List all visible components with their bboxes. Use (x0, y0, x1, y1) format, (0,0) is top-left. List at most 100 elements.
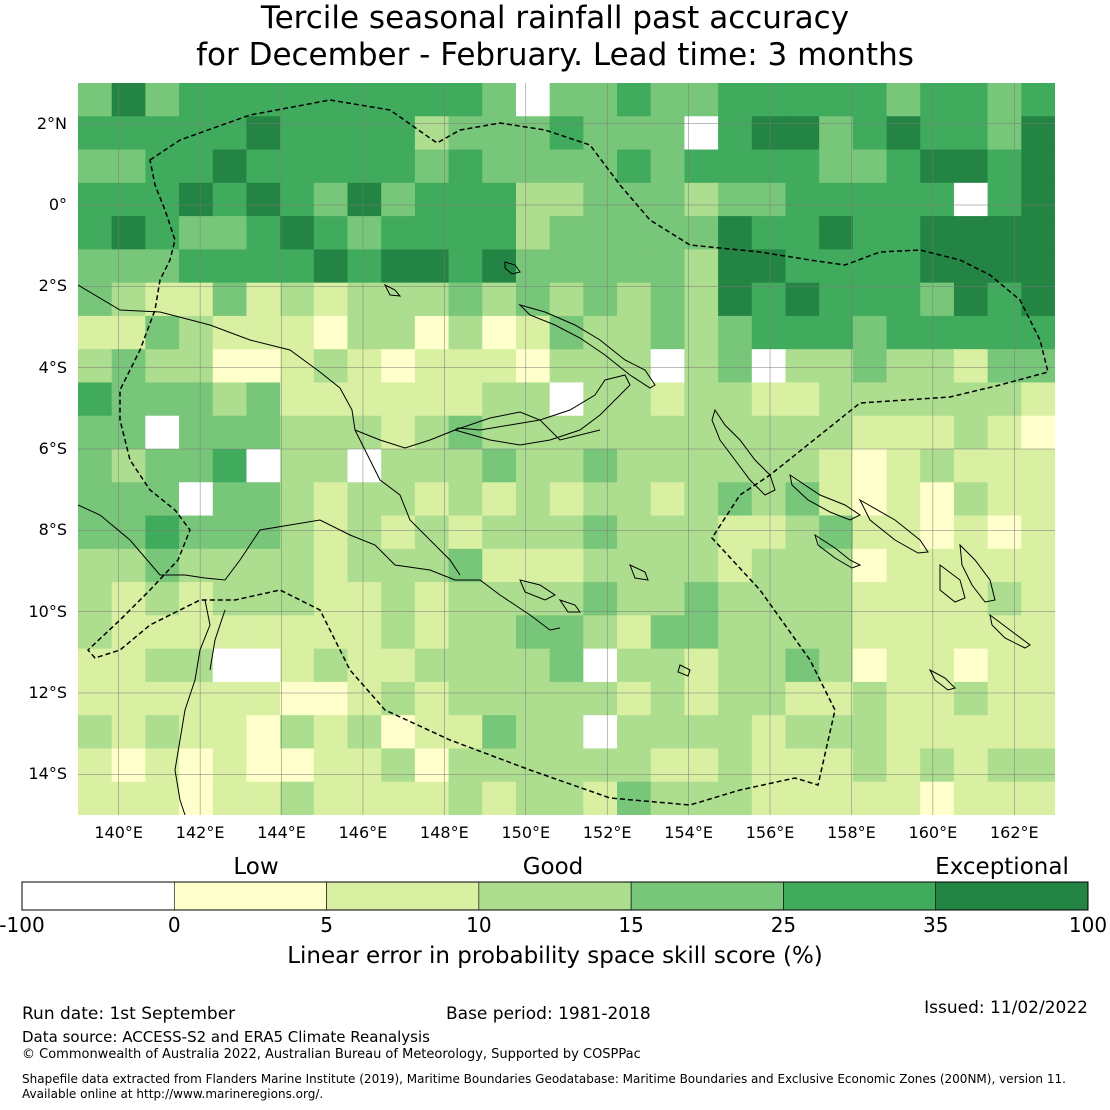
skill-cell (953, 116, 989, 151)
skill-cell (246, 315, 281, 350)
skill-cell (684, 349, 719, 383)
skill-cell (549, 681, 584, 716)
skill-cell (78, 315, 113, 350)
skill-cell (482, 648, 517, 683)
skill-cell (549, 349, 584, 383)
skill-cell (1021, 715, 1055, 749)
skill-cell (987, 681, 1022, 716)
skill-cell (650, 515, 685, 550)
skill-cell (886, 415, 921, 450)
skill-cell (280, 449, 315, 483)
skill-cell (515, 216, 551, 250)
skill-cell (583, 648, 618, 683)
copyright: © Commonwealth of Australia 2022, Austra… (22, 1047, 641, 1062)
skill-cell (819, 715, 854, 749)
skill-cell (953, 282, 989, 317)
skill-cell (179, 349, 214, 383)
skill-cell (246, 748, 281, 783)
skill-cell (246, 382, 281, 417)
skill-cell (650, 748, 685, 783)
skill-cell (886, 315, 921, 350)
skill-cell (347, 382, 382, 417)
skill-cell (482, 681, 517, 716)
skill-cell (583, 382, 618, 417)
skill-cell (650, 615, 685, 650)
skill-cell (751, 515, 786, 550)
skill-cell (515, 315, 551, 350)
skill-cell (617, 449, 652, 483)
skill-cell (852, 382, 888, 417)
skill-cell (751, 149, 786, 184)
skill-cell (819, 515, 854, 550)
skill-cell (212, 83, 247, 117)
skill-cell (414, 482, 450, 517)
skill-cell (886, 715, 921, 749)
skill-cell (482, 315, 517, 350)
skill-cell (179, 249, 214, 284)
skill-cell (1021, 116, 1055, 151)
skill-cell (684, 116, 719, 151)
skill-cell (684, 781, 719, 815)
skill-cell (482, 282, 517, 317)
shapefile-credit-line-2: Available online at http://www.marinereg… (22, 1087, 324, 1101)
skill-cell (987, 415, 1022, 450)
skill-cell (246, 282, 281, 317)
skill-cell (78, 482, 113, 517)
skill-cell (617, 515, 652, 550)
skill-cell (78, 116, 113, 151)
colorbar-label: Linear error in probability space skill … (287, 943, 823, 969)
skill-cell (684, 515, 719, 550)
skill-cell (448, 449, 483, 483)
skill-cell (886, 149, 921, 184)
skill-cell (1021, 515, 1055, 550)
skill-cell (987, 715, 1022, 749)
skill-cell (280, 382, 315, 417)
skill-cell (852, 515, 888, 550)
y-tick-label: 2°N (36, 113, 67, 133)
skill-cell (987, 449, 1022, 483)
skill-cell (953, 315, 989, 350)
skill-cell (246, 116, 281, 151)
skill-cell (751, 83, 786, 117)
skill-cell (1021, 182, 1055, 217)
skill-cell (145, 116, 180, 151)
colorbar-tick-label: 100 (1068, 913, 1108, 937)
skill-cell (920, 149, 955, 184)
skill-cell (650, 582, 685, 616)
skill-cell (617, 116, 652, 151)
skill-cell (819, 116, 854, 151)
skill-cell (145, 582, 180, 616)
skill-cell (785, 548, 820, 583)
skill-cell (583, 83, 618, 117)
colorbar (21, 881, 1089, 911)
skill-cell (886, 282, 921, 317)
skill-cell (515, 249, 551, 284)
skill-cell (482, 216, 517, 250)
skill-cell (212, 648, 247, 683)
skill-cell (583, 249, 618, 284)
skill-cell (684, 715, 719, 749)
skill-cell (482, 149, 517, 184)
skill-cell (549, 149, 584, 184)
skill-cell (650, 482, 685, 517)
skill-cell (785, 681, 820, 716)
skill-cell (650, 349, 685, 383)
skill-cell (482, 548, 517, 583)
colorbar-tick-label: 15 (618, 913, 644, 937)
skill-cell (920, 449, 955, 483)
skill-cell (482, 382, 517, 417)
skill-cell (313, 482, 349, 517)
skill-cell (751, 249, 786, 284)
skill-cell (718, 282, 753, 317)
x-tick-label: 156°E (745, 823, 795, 842)
skill-cell (650, 149, 685, 184)
skill-cell (886, 681, 921, 716)
skill-cell (179, 382, 214, 417)
colorbar-swatch (630, 881, 784, 911)
skill-cell (583, 515, 618, 550)
skill-cell (78, 515, 113, 550)
skill-cell (448, 182, 483, 217)
skill-cell (617, 216, 652, 250)
skill-cell (313, 548, 349, 583)
skill-cell (515, 482, 551, 517)
